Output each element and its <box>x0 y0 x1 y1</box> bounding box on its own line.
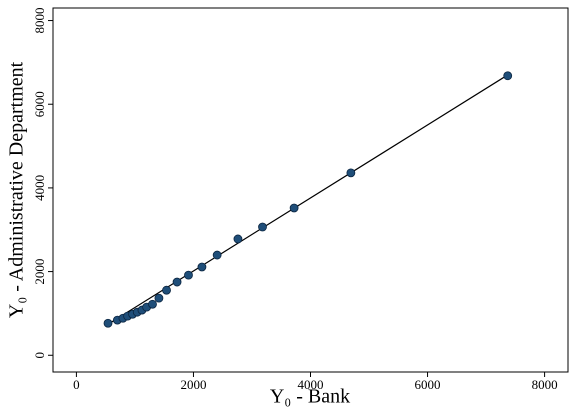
y-tick-label: 2000 <box>32 259 47 285</box>
point <box>503 71 513 81</box>
point <box>258 222 267 232</box>
point <box>148 299 157 309</box>
point <box>233 234 243 244</box>
y-tick-label: 6000 <box>32 91 47 117</box>
point <box>346 168 356 178</box>
point <box>154 293 164 303</box>
point <box>162 285 171 295</box>
point <box>212 250 222 260</box>
x-axis-title: Y₀ - Bank <box>270 386 350 408</box>
x-tick-label: 8000 <box>532 377 558 392</box>
y-tick-label: 0 <box>32 352 47 359</box>
point <box>197 262 207 272</box>
y-tick-label: 8000 <box>32 8 47 34</box>
y-tick-label: 4000 <box>32 175 47 201</box>
y-axis-title: Y₀ - Administrative Department <box>6 61 28 318</box>
point <box>172 277 182 287</box>
point <box>184 270 193 280</box>
point <box>103 318 113 328</box>
point <box>289 203 299 213</box>
x-tick-label: 2000 <box>180 377 206 392</box>
x-tick-label: 4000 <box>298 377 324 392</box>
x-tick-label: 6000 <box>415 377 441 392</box>
x-tick-label: 0 <box>73 377 80 392</box>
